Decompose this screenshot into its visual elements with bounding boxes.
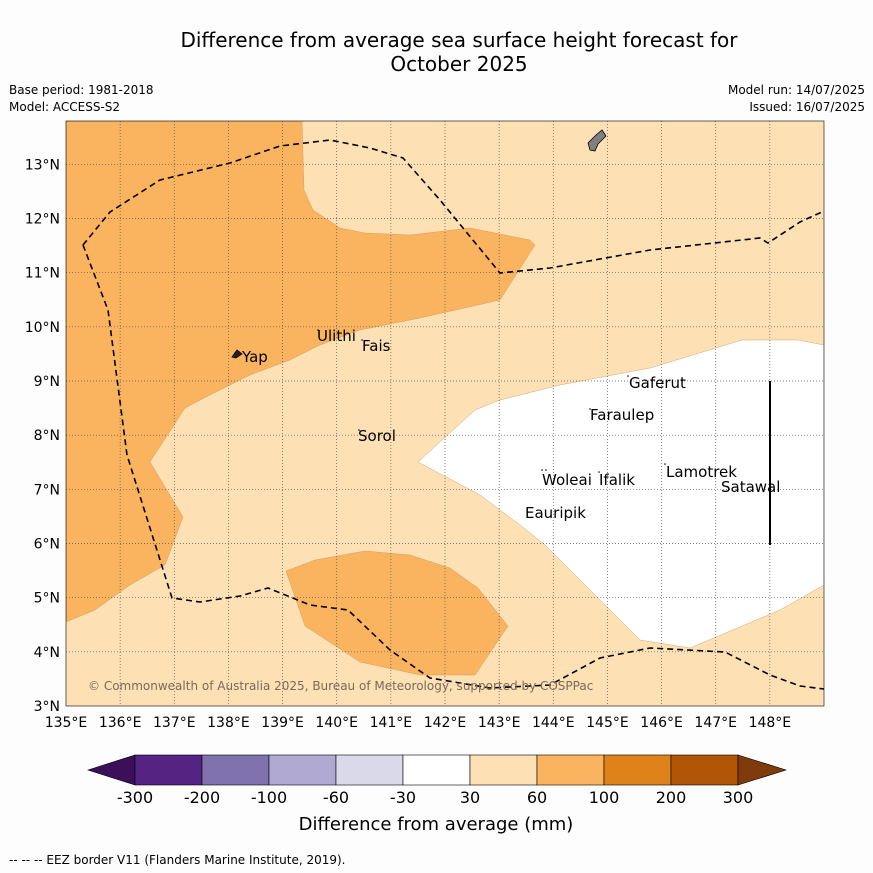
y-tick-labels: 3°N 4°N 5°N 6°N 7°N 8°N 9°N 10°N 11°N 12°N 13°N	[25, 157, 60, 715]
model-run: Model run: 14/07/2025	[727, 83, 865, 97]
colorbar-segment	[134, 754, 203, 786]
colorbar-tick-label: -100	[251, 788, 287, 807]
map-frame	[65, 120, 825, 707]
marker-woleai-2	[545, 469, 547, 471]
colorbar-segment	[201, 754, 270, 786]
place-sorol: Sorol	[358, 427, 396, 445]
colorbar-extend-high	[737, 754, 788, 786]
y-tick-label: 5°N	[34, 591, 60, 607]
meta-right: Model run: 14/07/2025 Issued: 16/07/2025	[728, 82, 865, 116]
marker-ifalik	[598, 471, 600, 473]
y-tick-label: 9°N	[34, 374, 60, 390]
title-line-2: October 2025	[390, 52, 528, 76]
place-yap: Yap	[241, 348, 268, 366]
gridlines	[66, 121, 824, 706]
place-ulithi: Ulithi	[317, 327, 356, 345]
band-60-100-west	[66, 121, 536, 623]
colorbar-segment	[670, 754, 739, 786]
y-tick-label: 4°N	[34, 645, 60, 661]
y-tick-label: 12°N	[25, 212, 60, 228]
colorbar-label: Difference from average (mm)	[299, 814, 574, 835]
y-tick-label: 7°N	[34, 482, 60, 498]
place-ifalik: Ifalik	[599, 471, 635, 489]
colorbar-segment	[536, 754, 605, 786]
colorbar-tick-label: 60	[527, 788, 547, 807]
x-tick-label: 147°E	[694, 715, 737, 731]
colorbar-tick-label: 300	[723, 788, 754, 807]
copyright-note: © Commonwealth of Australia 2025, Bureau…	[88, 679, 593, 693]
colorbar-segment	[469, 754, 538, 786]
place-faraulep: Faraulep	[590, 406, 654, 424]
marker-lamotrek	[664, 463, 666, 465]
eez-border-north	[82, 139, 825, 274]
colorbar-tick-labels: -300 -200 -100 -60 -30 30 60 100 200 300	[117, 788, 753, 807]
y-tick-label: 8°N	[34, 428, 60, 444]
x-tick-label: 146°E	[640, 715, 683, 731]
x-tick-label: 145°E	[586, 715, 629, 731]
place-eauripik: Eauripik	[525, 504, 586, 522]
meta-left: Base period: 1981-2018 Model: ACCESS-S2	[9, 82, 154, 116]
place-gaferut: Gaferut	[629, 374, 686, 392]
colorbar	[87, 754, 788, 786]
band-neutral	[417, 339, 824, 649]
footer-note: -- -- -- EEZ border V11 (Flanders Marine…	[9, 853, 346, 867]
marker-faraulep	[589, 408, 591, 410]
colorbar-tick-label: -200	[184, 788, 220, 807]
y-tick-label: 13°N	[25, 157, 60, 173]
yap-landmass	[231, 349, 243, 359]
chart-title: Difference from average sea surface heig…	[0, 28, 873, 76]
marker-sorol	[358, 429, 360, 431]
marker-gaferut	[627, 375, 629, 377]
colorbar-segment	[402, 754, 471, 786]
base-period: Base period: 1981-2018	[9, 83, 154, 97]
x-tick-label: 137°E	[153, 715, 196, 731]
band-60-100-south	[285, 550, 509, 676]
colorbar-tick-label: -60	[323, 788, 349, 807]
colorbar-tick-label: 100	[589, 788, 620, 807]
x-tick-label: 138°E	[207, 715, 250, 731]
marker-fais	[361, 339, 363, 341]
x-tick-label: 143°E	[478, 715, 521, 731]
x-tick-label: 136°E	[99, 715, 142, 731]
x-tick-labels: 135°E 136°E 137°E 138°E 139°E 140°E 141°E 142°E…	[45, 715, 791, 731]
place-woleai: Woleai	[542, 471, 592, 489]
x-tick-label: 142°E	[424, 715, 467, 731]
place-fais: Fais	[362, 337, 391, 355]
y-tick-label: 6°N	[34, 537, 60, 553]
x-tick-label: 148°E	[749, 715, 792, 731]
colorbar-tick-label: 200	[656, 788, 687, 807]
place-satawal: Satawal	[721, 478, 780, 496]
colorbar-tick-label: -30	[390, 788, 416, 807]
eez-border	[82, 244, 825, 690]
marker-woleai-1	[541, 469, 543, 471]
issued-date: Issued: 16/07/2025	[749, 100, 865, 114]
y-tick-label: 11°N	[25, 266, 60, 282]
island-markers	[317, 329, 666, 473]
x-tick-label: 139°E	[261, 715, 304, 731]
guam-landmass	[587, 129, 607, 152]
y-tick-label: 10°N	[25, 320, 60, 336]
colorbar-tick-label: 30	[460, 788, 480, 807]
x-tick-label: 140°E	[315, 715, 358, 731]
x-tick-label: 141°E	[370, 715, 413, 731]
colorbar-segment	[268, 754, 337, 786]
place-lamotrek: Lamotrek	[666, 463, 737, 481]
y-tick-label: 3°N	[34, 699, 60, 715]
marker-ulithi	[317, 329, 319, 331]
colorbar-segment	[603, 754, 672, 786]
x-tick-label: 135°E	[45, 715, 88, 731]
colorbar-tick-label: -300	[117, 788, 153, 807]
colorbar-extend-low	[87, 754, 136, 786]
title-line-1: Difference from average sea surface heig…	[180, 28, 738, 52]
x-tick-label: 144°E	[532, 715, 575, 731]
model-name: Model: ACCESS-S2	[9, 100, 121, 114]
colorbar-segment	[335, 754, 404, 786]
